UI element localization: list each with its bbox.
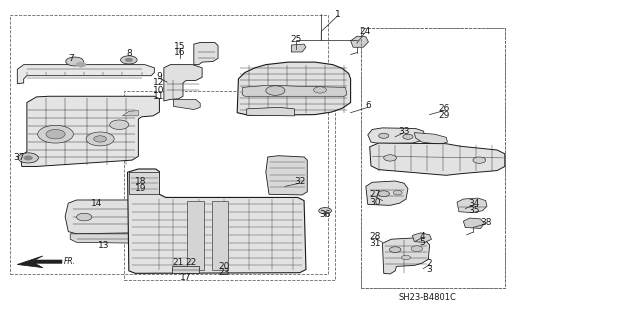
Text: 2: 2 (427, 259, 433, 268)
Text: 11: 11 (153, 93, 164, 101)
Polygon shape (188, 201, 204, 270)
Polygon shape (414, 133, 447, 144)
Text: 14: 14 (92, 199, 102, 208)
Text: 19: 19 (134, 184, 146, 193)
Text: 6: 6 (365, 101, 371, 110)
Circle shape (66, 57, 84, 66)
Circle shape (266, 86, 285, 95)
Text: 7: 7 (68, 54, 74, 63)
Text: 1: 1 (335, 10, 340, 19)
Bar (362, 28, 505, 287)
Text: 31: 31 (370, 240, 381, 249)
Polygon shape (129, 172, 159, 194)
Circle shape (86, 132, 114, 146)
Polygon shape (366, 181, 408, 205)
Text: 22: 22 (186, 258, 197, 267)
Circle shape (379, 133, 389, 138)
Circle shape (314, 87, 326, 93)
Text: 24: 24 (359, 27, 370, 36)
Polygon shape (17, 65, 154, 84)
Circle shape (378, 191, 390, 197)
Polygon shape (246, 107, 294, 116)
Polygon shape (266, 156, 307, 195)
Circle shape (18, 153, 38, 163)
Circle shape (401, 255, 410, 260)
Circle shape (77, 213, 92, 221)
Circle shape (403, 134, 413, 139)
Text: 21: 21 (173, 258, 184, 267)
Text: FR.: FR. (64, 257, 76, 266)
Text: 25: 25 (290, 35, 301, 44)
Polygon shape (194, 42, 218, 65)
Circle shape (120, 56, 137, 64)
Text: 26: 26 (438, 104, 450, 113)
Polygon shape (368, 128, 425, 144)
Circle shape (46, 130, 65, 139)
Polygon shape (412, 233, 431, 242)
Text: 18: 18 (134, 177, 146, 186)
Polygon shape (291, 44, 306, 52)
Polygon shape (70, 234, 153, 243)
Circle shape (394, 190, 402, 195)
Polygon shape (383, 238, 429, 274)
Polygon shape (243, 85, 347, 96)
Text: 28: 28 (370, 233, 381, 241)
Circle shape (384, 155, 396, 161)
Polygon shape (351, 36, 369, 47)
Polygon shape (17, 256, 62, 268)
Text: 15: 15 (174, 42, 186, 51)
Polygon shape (127, 169, 306, 273)
Polygon shape (463, 218, 484, 228)
Circle shape (94, 136, 106, 142)
Text: 12: 12 (153, 78, 164, 87)
Polygon shape (20, 96, 159, 167)
Polygon shape (212, 201, 228, 270)
Text: 4: 4 (419, 232, 425, 241)
Text: 20: 20 (219, 262, 230, 271)
Polygon shape (173, 100, 200, 109)
Text: 9: 9 (156, 72, 162, 81)
Polygon shape (122, 110, 138, 116)
Circle shape (109, 120, 129, 130)
Circle shape (125, 58, 132, 62)
Polygon shape (164, 65, 202, 101)
Text: 35: 35 (468, 206, 480, 215)
Bar (124, 91, 335, 280)
Polygon shape (370, 143, 505, 175)
Circle shape (411, 246, 422, 251)
Polygon shape (457, 198, 487, 213)
Text: 38: 38 (480, 218, 492, 226)
Text: 16: 16 (174, 48, 186, 57)
Bar (362, 28, 505, 287)
Text: 10: 10 (153, 86, 164, 95)
Text: 27: 27 (370, 190, 381, 199)
Polygon shape (172, 266, 199, 273)
Circle shape (390, 247, 401, 252)
Text: 3: 3 (427, 265, 433, 274)
Circle shape (319, 208, 332, 214)
Circle shape (24, 156, 33, 160)
Text: 34: 34 (468, 199, 480, 208)
Bar (10, 15, 328, 274)
Text: 8: 8 (126, 49, 132, 58)
Text: 37: 37 (13, 153, 25, 162)
Circle shape (473, 157, 486, 163)
Text: 30: 30 (370, 198, 381, 207)
Circle shape (38, 125, 74, 143)
Text: 36: 36 (319, 210, 331, 219)
Text: 23: 23 (219, 268, 230, 277)
Text: 17: 17 (180, 273, 192, 282)
Text: 32: 32 (294, 177, 305, 186)
Text: SH23-B4801C: SH23-B4801C (398, 293, 456, 301)
Polygon shape (237, 62, 351, 115)
Text: 33: 33 (398, 127, 410, 136)
Text: 29: 29 (438, 111, 450, 120)
Circle shape (76, 62, 86, 67)
Text: 5: 5 (419, 238, 425, 247)
Text: 13: 13 (97, 241, 109, 250)
Polygon shape (65, 200, 159, 234)
